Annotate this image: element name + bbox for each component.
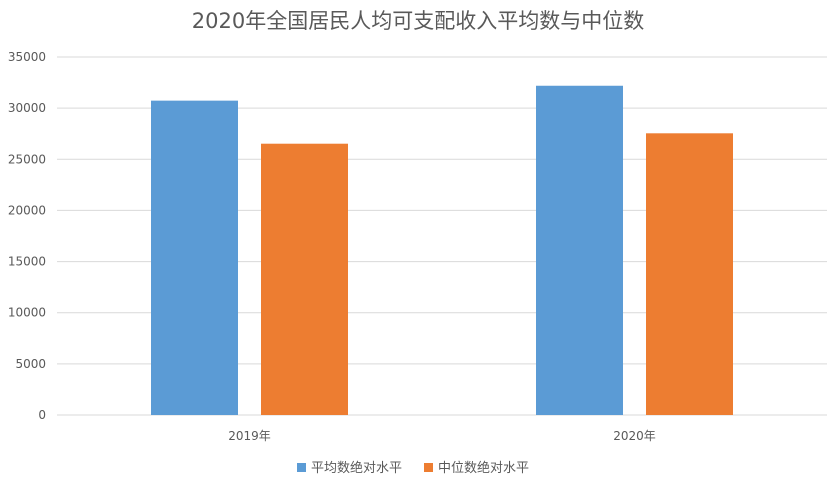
y-axis-tick-labels: 0 5000 10000 15000 20000 25000 30000 35000 xyxy=(8,50,46,422)
legend-item: 中位数绝对水平 xyxy=(424,460,529,476)
bar-median-0 xyxy=(261,143,348,416)
chart-title: 2020年全国居民人均可支配收入平均数与中位数 xyxy=(192,9,644,33)
bar-median-1 xyxy=(646,133,733,415)
legend: 平均数绝对水平 中位数绝对水平 xyxy=(297,460,529,476)
legend-label: 平均数绝对水平 xyxy=(311,460,402,476)
y-tick-label: 25000 xyxy=(8,152,46,166)
y-tick-label: 15000 xyxy=(8,255,46,269)
bar-mean-0 xyxy=(151,100,238,415)
x-axis-tick-labels: 2019年 2020年 xyxy=(228,429,656,443)
x-tick-label: 2020年 xyxy=(613,429,656,443)
y-tick-label: 10000 xyxy=(8,306,46,320)
legend-label: 中位数绝对水平 xyxy=(438,460,529,476)
y-tick-label: 35000 xyxy=(8,50,46,64)
bars xyxy=(151,85,733,416)
legend-item: 平均数绝对水平 xyxy=(297,460,402,476)
y-tick-label: 20000 xyxy=(8,203,46,217)
y-tick-label: 30000 xyxy=(8,101,46,115)
x-tick-label: 2019年 xyxy=(228,429,271,443)
y-tick-label: 5000 xyxy=(15,357,46,371)
y-tick-label: 0 xyxy=(38,408,46,422)
bar-mean-1 xyxy=(536,85,623,416)
legend-swatch xyxy=(424,463,433,472)
legend-swatch xyxy=(297,463,306,472)
